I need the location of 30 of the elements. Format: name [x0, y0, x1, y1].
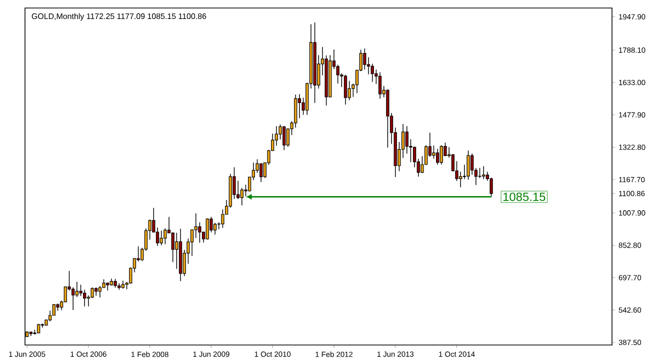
- candlestick: [260, 163, 263, 182]
- candlestick: [171, 232, 174, 263]
- candlestick: [198, 222, 202, 244]
- candlestick: [83, 289, 86, 307]
- annotation: 1085.15: [503, 192, 546, 202]
- candlestick: [370, 63, 374, 82]
- candlestick: [106, 282, 110, 291]
- candlestick: [405, 126, 408, 154]
- candlestick: [164, 228, 167, 245]
- candlestick: [366, 56, 370, 75]
- candlestick: [482, 166, 486, 180]
- candlestick: [459, 171, 462, 188]
- candlestick: [344, 74, 348, 105]
- candlestick: [72, 287, 75, 310]
- candlestick: [282, 126, 286, 150]
- candlestick: [160, 230, 163, 246]
- candlestick: [213, 222, 217, 235]
- candlestick: [436, 148, 440, 165]
- candlestick: [240, 187, 244, 206]
- candlestick: [470, 153, 474, 176]
- candlestick: [432, 145, 436, 160]
- candlestick: [378, 72, 382, 100]
- candlestick: [75, 281, 78, 298]
- candlestick: [98, 286, 102, 298]
- candlestick: [466, 150, 470, 180]
- candlestick: [236, 180, 240, 200]
- candlestick: [194, 212, 198, 238]
- candlestick: [190, 229, 194, 256]
- candlestick: [221, 208, 224, 228]
- candlestick: [440, 144, 443, 165]
